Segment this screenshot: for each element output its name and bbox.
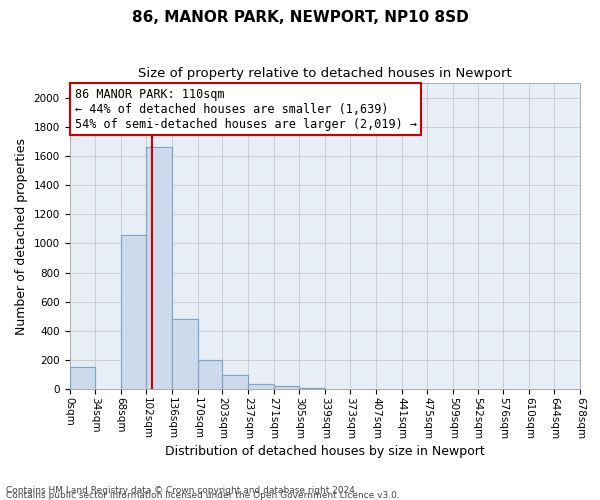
Y-axis label: Number of detached properties: Number of detached properties (15, 138, 28, 334)
Text: 86 MANOR PARK: 110sqm
← 44% of detached houses are smaller (1,639)
54% of semi-d: 86 MANOR PARK: 110sqm ← 44% of detached … (74, 88, 416, 130)
X-axis label: Distribution of detached houses by size in Newport: Distribution of detached houses by size … (165, 444, 485, 458)
Text: Contains HM Land Registry data © Crown copyright and database right 2024.: Contains HM Land Registry data © Crown c… (6, 486, 358, 495)
Title: Size of property relative to detached houses in Newport: Size of property relative to detached ho… (138, 68, 512, 80)
Text: Contains public sector information licensed under the Open Government Licence v3: Contains public sector information licen… (6, 491, 400, 500)
Text: 86, MANOR PARK, NEWPORT, NP10 8SD: 86, MANOR PARK, NEWPORT, NP10 8SD (131, 10, 469, 25)
